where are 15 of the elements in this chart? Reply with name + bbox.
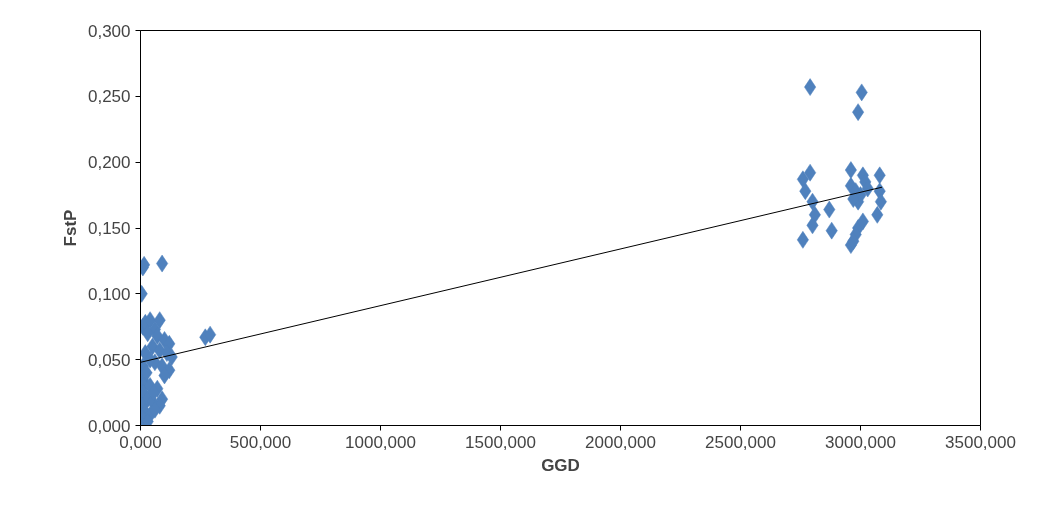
- x-tick-label: 2500,000: [705, 432, 776, 452]
- y-tick-label: 0,050: [87, 350, 131, 370]
- y-tick-label: 0,150: [87, 219, 131, 238]
- y-tick-label: 0,200: [87, 153, 131, 173]
- x-axis-title: GGD: [541, 455, 580, 475]
- y-axis-title: FstP: [60, 209, 80, 247]
- x-tick-label: 1000,000: [345, 432, 416, 452]
- x-tick-label: 3000,000: [825, 432, 896, 452]
- x-tick-label: 500,000: [229, 432, 292, 452]
- x-tick-label: 2000,000: [585, 432, 656, 452]
- x-tick-label: 1500,000: [465, 432, 536, 452]
- y-tick-label: 0,100: [87, 284, 131, 304]
- y-tick-label: 0,250: [87, 87, 131, 107]
- y-tick-label: 0,300: [87, 21, 131, 41]
- x-tick-label: 3500,000: [945, 432, 1016, 452]
